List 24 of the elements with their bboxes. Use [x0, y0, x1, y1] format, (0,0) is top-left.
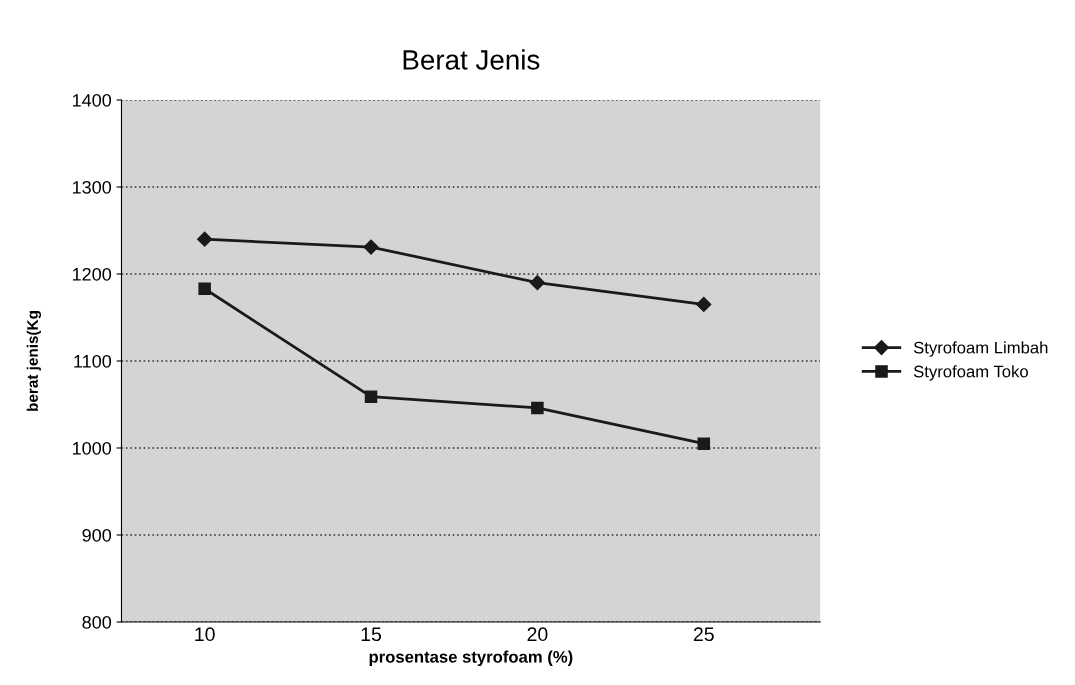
point [364, 390, 378, 403]
point [197, 231, 213, 247]
y-axis-title: berat jenis(Kg [26, 311, 42, 411]
y-tick-label: 800 [82, 615, 112, 629]
point [198, 282, 211, 296]
point [363, 239, 379, 255]
y-tick-label: 900 [82, 528, 112, 542]
x-tick-label: 25 [693, 627, 714, 642]
y-tick-label: 1000 [72, 441, 112, 455]
x-tick-label: 20 [527, 627, 548, 642]
point [529, 275, 545, 291]
x-tick-label: 10 [195, 627, 215, 642]
legend-label: Styrofoam Limbah [913, 341, 1048, 357]
point [696, 296, 712, 313]
point [531, 401, 544, 415]
point [697, 437, 711, 450]
y-tick-label: 1200 [72, 267, 112, 281]
x-tick-label: 15 [361, 627, 382, 642]
y-tick-label: 1100 [74, 354, 112, 368]
x-axis-title: prosentase styrofoam (%) [369, 650, 573, 667]
legend-label: Styrofoam Toko [913, 365, 1028, 381]
y-tick-label: 1400 [72, 93, 112, 107]
y-tick-label: 1300 [72, 180, 112, 194]
chart-title: Berat Jenis [403, 49, 540, 70]
